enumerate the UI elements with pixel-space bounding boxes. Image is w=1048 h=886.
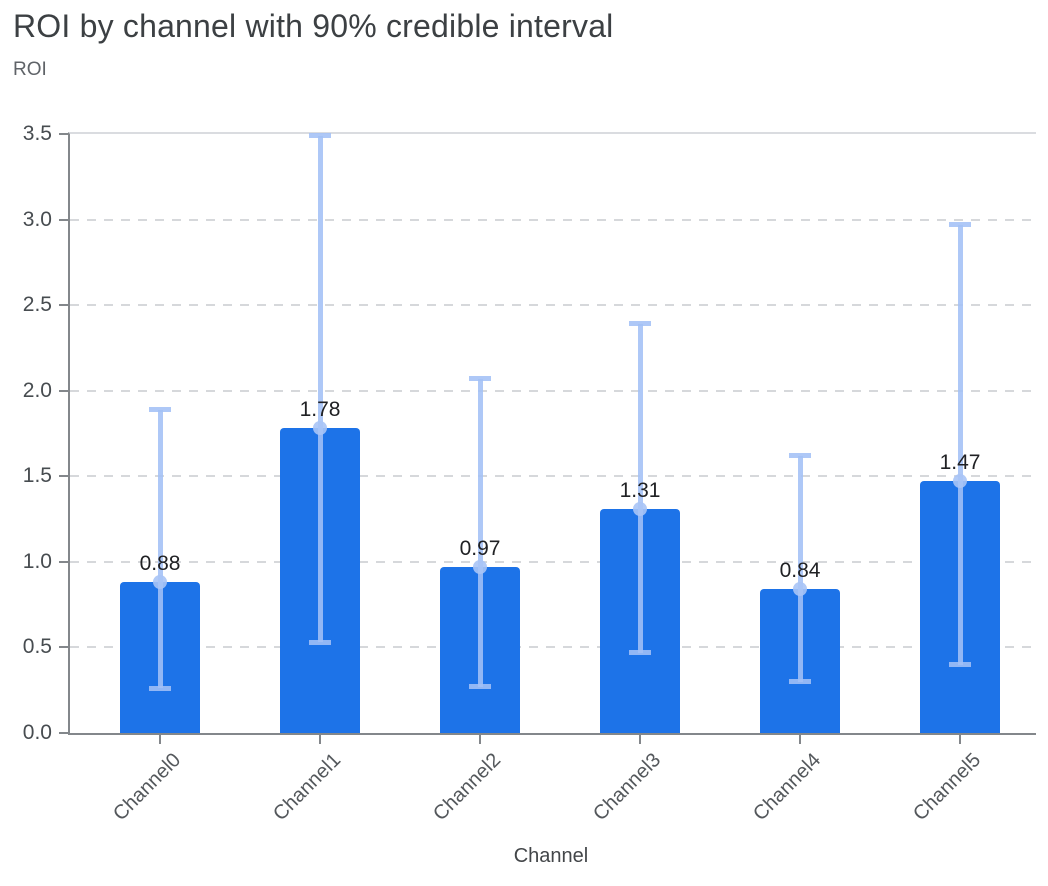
error-cap-top-channel1 xyxy=(309,133,331,139)
mean-marker-channel2 xyxy=(473,559,487,574)
x-tick-mark-channel5 xyxy=(959,735,961,744)
y-tick-mark xyxy=(59,475,68,478)
y-tick-label: 3.5 xyxy=(22,122,52,145)
error-bar-channel4 xyxy=(797,455,803,682)
y-tick-label: 2.0 xyxy=(22,378,52,402)
mean-marker-channel5 xyxy=(953,474,967,489)
bar-value-label-channel4: 0.84 xyxy=(779,559,821,583)
x-tick-label-channel4: Channel4 xyxy=(749,749,826,826)
y-tick-mark xyxy=(59,304,68,307)
x-tick-label-channel3: Channel3 xyxy=(589,749,666,826)
y-tick-mark xyxy=(59,218,68,221)
y-tick-mark xyxy=(59,389,68,392)
error-cap-top-channel0 xyxy=(149,407,171,413)
error-bar-channel3 xyxy=(637,323,643,653)
x-tick-label-channel5: Channel5 xyxy=(909,749,986,826)
error-cap-top-channel2 xyxy=(469,376,491,382)
bar-value-label-channel1: 1.78 xyxy=(299,398,341,422)
y-tick-label: 2.5 xyxy=(22,293,52,317)
error-cap-bottom-channel2 xyxy=(469,684,491,690)
error-cap-top-channel5 xyxy=(949,222,971,228)
error-cap-bottom-channel1 xyxy=(309,639,331,645)
error-cap-top-channel3 xyxy=(629,321,651,327)
mean-marker-channel0 xyxy=(153,575,167,590)
x-tick-label-channel2: Channel2 xyxy=(429,749,506,826)
error-bar-channel0 xyxy=(157,409,163,689)
plot-area: 0.0 0.5 1.0 1.5 2.0 2.5 3.0 3.5 0.88 Channel0 1.78… xyxy=(23,122,1036,825)
x-tick-label-channel0: Channel0 xyxy=(109,749,186,826)
mean-marker-channel4 xyxy=(793,582,807,597)
x-tick-mark-channel4 xyxy=(799,735,801,744)
error-cap-bottom-channel3 xyxy=(629,650,651,656)
error-cap-bottom-channel0 xyxy=(149,686,171,691)
error-cap-bottom-channel4 xyxy=(789,679,811,685)
x-tick-label-channel1: Channel1 xyxy=(269,749,346,826)
gridline xyxy=(70,304,1036,307)
x-tick-mark-channel1 xyxy=(319,735,321,744)
error-cap-bottom-channel5 xyxy=(949,662,971,668)
x-tick-mark-channel3 xyxy=(639,735,641,744)
bar-value-label-channel2: 0.97 xyxy=(459,537,501,560)
error-bar-channel5 xyxy=(957,224,963,665)
y-axis-label: ROI xyxy=(13,59,47,80)
y-tick-label: 0.0 xyxy=(22,721,52,744)
y-tick-label: 1.5 xyxy=(22,464,52,488)
x-tick-mark-channel2 xyxy=(479,735,481,744)
y-tick-label: 0.5 xyxy=(22,635,52,659)
x-tick-mark-channel0 xyxy=(159,735,161,744)
y-tick-mark xyxy=(59,560,68,563)
y-tick-mark xyxy=(59,133,68,135)
chart-title: ROI by channel with 90% credible interva… xyxy=(13,8,614,44)
bar-value-label-channel3: 1.31 xyxy=(619,478,661,502)
gridline xyxy=(70,646,1036,649)
error-cap-top-channel4 xyxy=(789,453,811,459)
error-bar-channel2 xyxy=(477,378,483,687)
y-tick-mark xyxy=(59,646,68,649)
x-axis-title: Channel xyxy=(513,845,589,867)
y-tick-label: 1.0 xyxy=(22,549,52,573)
y-tick-label: 3.0 xyxy=(22,207,52,231)
error-bar-channel1 xyxy=(317,135,323,643)
gridline xyxy=(70,218,1036,221)
bar-value-label-channel0: 0.88 xyxy=(139,552,181,576)
gridline xyxy=(70,389,1036,392)
mean-marker-channel3 xyxy=(633,501,647,516)
bar-value-label-channel5: 1.47 xyxy=(939,451,981,475)
mean-marker-channel1 xyxy=(313,421,327,436)
gridline xyxy=(70,475,1036,478)
y-tick-mark xyxy=(59,732,68,734)
